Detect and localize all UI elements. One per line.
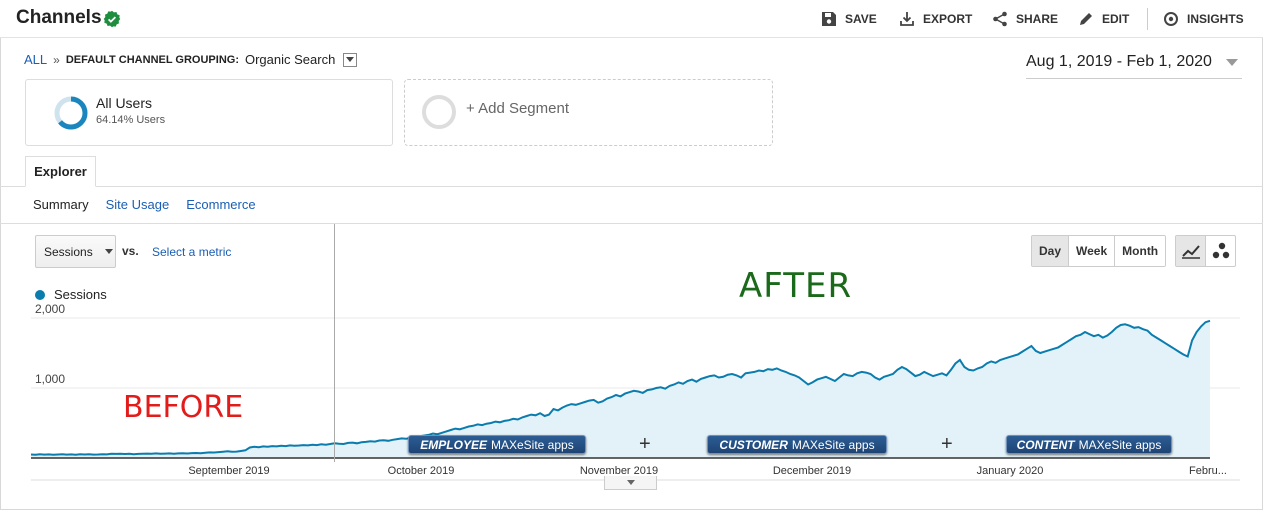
plus-sign: + — [941, 433, 953, 455]
edit-label: EDIT — [1102, 12, 1130, 26]
breadcrumb-grouping: DEFAULT CHANNEL GROUPING: — [65, 53, 239, 66]
segment-percent: 64.14% Users — [96, 114, 166, 126]
sessions-chart: 2,000 1,000 September 2019 October 2019 Nove… — [30, 302, 1240, 481]
badge-content-rest: MAXeSite apps — [1078, 437, 1162, 452]
month-button[interactable]: Month — [1115, 236, 1166, 266]
grouping-dropdown-button[interactable] — [343, 52, 358, 67]
tab-explorer[interactable]: Explorer — [25, 156, 96, 187]
save-icon — [822, 12, 836, 26]
subtab-divider — [0, 223, 1263, 224]
chart-legend: Sessions — [35, 287, 107, 302]
x-tick-label: October 2019 — [388, 465, 455, 477]
segment-all-users[interactable]: All Users 64.14% Users — [25, 79, 393, 146]
segment-name: All Users — [96, 95, 153, 111]
share-label: SHARE — [1016, 12, 1059, 26]
week-button[interactable]: Week — [1069, 236, 1116, 266]
chart-type-toggle — [1175, 235, 1236, 267]
chevron-down-icon — [626, 480, 635, 485]
content-apps-badge: CONTENT MAXeSite apps — [1006, 435, 1172, 454]
sessions-line — [30, 319, 1211, 456]
subtab-summary[interactable]: Summary — [33, 197, 89, 212]
add-segment-button[interactable]: + Add Segment — [404, 79, 773, 146]
add-segment-label: + Add Segment — [466, 100, 569, 117]
pencil-icon — [1080, 13, 1092, 25]
motion-chart-button[interactable] — [1206, 236, 1235, 266]
line-chart-icon — [1181, 245, 1200, 259]
toolbar-divider — [1147, 8, 1148, 30]
share-button[interactable]: SHARE — [992, 11, 1058, 27]
badge-content-bold: CONTENT — [1016, 437, 1075, 452]
before-annotation: BEFORE — [123, 390, 244, 425]
share-icon — [993, 11, 1007, 27]
date-range-caret-icon — [1226, 59, 1238, 66]
tab-baseline — [0, 186, 1263, 187]
subtab-ecommerce[interactable]: Ecommerce — [186, 197, 256, 212]
x-tick-label: September 2019 — [188, 465, 269, 477]
insights-label: INSIGHTS — [1187, 12, 1244, 26]
badge-customer-bold: CUSTOMER — [719, 437, 788, 452]
granularity-toggle: Day Week Month — [1031, 235, 1167, 267]
bubble-chart-icon — [1212, 242, 1229, 259]
segment-donut-icon — [54, 96, 88, 130]
page-title: Channels — [16, 7, 102, 28]
empty-segment-icon — [422, 95, 456, 129]
badge-customer-rest: MAXeSite apps — [791, 437, 875, 452]
legend-swatch — [35, 289, 45, 300]
metric-select-value: Sessions — [44, 244, 93, 259]
badge-employee-rest: MAXeSite apps — [490, 437, 574, 452]
customer-apps-badge: CUSTOMER MAXeSite apps — [707, 435, 887, 454]
x-tick-label: Febru... — [1189, 465, 1227, 477]
select-metric-link[interactable]: Select a metric — [152, 245, 232, 259]
x-tick-label: November 2019 — [580, 465, 658, 477]
day-button[interactable]: Day — [1032, 236, 1070, 266]
export-button[interactable]: EXPORT — [899, 11, 972, 27]
badge-employee-bold: EMPLOYEE — [420, 437, 487, 452]
x-tick-label: January 2020 — [977, 465, 1044, 477]
export-icon — [900, 12, 914, 26]
explorer-subtabs: Summary Site Usage Ecommerce — [33, 197, 256, 212]
insights-button[interactable]: INSIGHTS — [1163, 11, 1244, 27]
breadcrumb: ALL » DEFAULT CHANNEL GROUPING: Organic … — [24, 52, 358, 67]
employee-apps-badge: EMPLOYEE MAXeSite apps — [408, 435, 586, 454]
insights-icon — [1164, 12, 1178, 26]
edit-button[interactable]: EDIT — [1078, 11, 1129, 27]
y-tick-label: 1,000 — [35, 372, 65, 386]
legend-label: Sessions — [54, 287, 107, 302]
x-tick-label: December 2019 — [773, 465, 851, 477]
save-button[interactable]: SAVE — [821, 11, 877, 27]
date-range-picker[interactable]: Aug 1, 2019 - Feb 1, 2020 — [1026, 53, 1242, 79]
save-label: SAVE — [845, 12, 877, 26]
breadcrumb-value: Organic Search — [244, 52, 336, 67]
vs-label: vs. — [122, 244, 139, 258]
plus-sign: + — [639, 433, 651, 455]
breadcrumb-all-link[interactable]: ALL — [24, 52, 48, 67]
chart-resize-handle[interactable] — [604, 476, 657, 490]
after-annotation: AFTER — [739, 266, 853, 306]
line-chart-button[interactable] — [1176, 236, 1206, 266]
breadcrumb-separator: » — [53, 52, 60, 67]
export-label: EXPORT — [923, 12, 973, 26]
before-after-divider — [334, 224, 335, 462]
date-range-text: Aug 1, 2019 - Feb 1, 2020 — [1026, 53, 1212, 70]
chevron-down-icon — [346, 57, 355, 62]
y-tick-label: 2,000 — [35, 302, 65, 316]
verified-icon — [103, 10, 121, 28]
sessions-area — [31, 320, 1210, 458]
report-header: Channels SAVE EXPORT SHARE EDIT INSIGHTS — [0, 0, 1263, 38]
subtab-site-usage[interactable]: Site Usage — [105, 197, 170, 212]
metric-select[interactable]: Sessions — [35, 235, 116, 268]
chevron-down-icon — [104, 249, 113, 254]
